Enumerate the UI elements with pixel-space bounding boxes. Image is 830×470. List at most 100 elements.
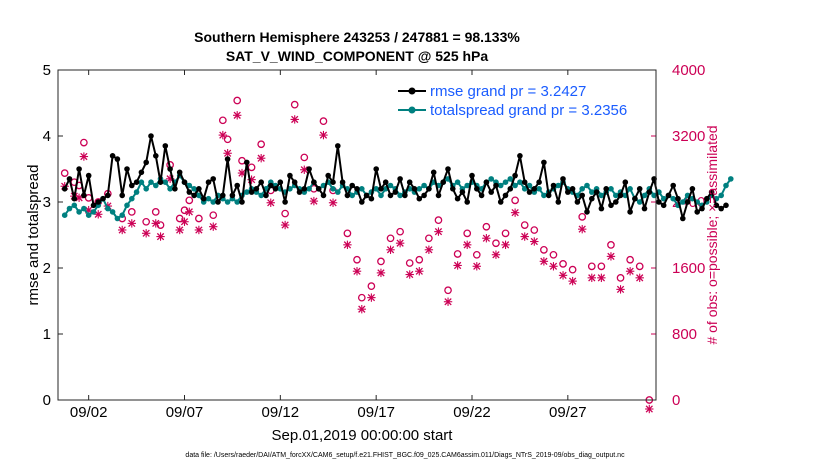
totalspread-point bbox=[129, 195, 135, 202]
rmse-series bbox=[61, 133, 729, 222]
totalspread-point bbox=[373, 186, 380, 192]
obs-possible-point bbox=[559, 260, 567, 268]
obs-possible-point bbox=[357, 293, 366, 302]
obs-assimilated-point bbox=[453, 261, 462, 270]
rmse-point bbox=[593, 189, 600, 195]
rmse-point bbox=[196, 186, 202, 192]
totalspread-point bbox=[507, 176, 514, 182]
rmse-point bbox=[636, 186, 643, 192]
rmse-point bbox=[220, 192, 226, 199]
obs-possible-point bbox=[343, 229, 352, 238]
x-tick-label: 09/12 bbox=[262, 404, 300, 421]
rmse-point bbox=[454, 195, 461, 202]
rmse-point bbox=[622, 179, 629, 185]
obs-possible-point bbox=[223, 135, 232, 144]
totalspread-point bbox=[105, 205, 111, 212]
plot-frame bbox=[57, 69, 657, 401]
obs-assimilated-point bbox=[463, 240, 472, 250]
obs-possible-point bbox=[511, 196, 519, 205]
rmse-point bbox=[181, 179, 188, 185]
obs-possible-point bbox=[290, 100, 299, 109]
rmse-point bbox=[541, 159, 547, 166]
legend: rmse grand pr = 3.2427 totalspread grand… bbox=[392, 80, 654, 122]
obs-assimilated-point bbox=[209, 222, 218, 231]
rmse-point bbox=[215, 199, 221, 205]
obs-assimilated-point bbox=[597, 273, 606, 283]
rmse-point bbox=[440, 179, 447, 185]
obs-assimilated-point bbox=[606, 252, 616, 261]
rmse-point bbox=[507, 186, 514, 192]
totalspread-point bbox=[167, 186, 173, 192]
obs-possible-point bbox=[492, 239, 500, 248]
obs-possible-point bbox=[434, 216, 443, 224]
rmse-point bbox=[488, 189, 495, 195]
obs-possible-point bbox=[453, 250, 462, 258]
legend-spread-label: totalspread grand pr = 3.2356 bbox=[430, 102, 627, 119]
totalspread-point bbox=[728, 176, 734, 182]
rmse-point bbox=[143, 159, 149, 166]
obs-assimilated-point bbox=[352, 267, 362, 276]
obs-assimilated-point bbox=[266, 198, 275, 207]
rmse-point bbox=[584, 209, 590, 215]
totalspread-point bbox=[723, 182, 729, 189]
totalspread-point bbox=[205, 195, 212, 202]
y-tick-label: 5 bbox=[43, 62, 51, 79]
totalspread-point bbox=[416, 186, 423, 192]
rmse-point bbox=[71, 195, 78, 202]
y-axis-label: rmse and totalspread bbox=[25, 165, 42, 306]
rmse-point bbox=[66, 176, 73, 182]
obs-assimilated-point bbox=[578, 224, 587, 234]
totalspread-point bbox=[536, 186, 542, 192]
rmse-point bbox=[244, 159, 250, 166]
rmse-point bbox=[670, 182, 676, 189]
rmse-point bbox=[176, 169, 183, 176]
totalspread-point bbox=[589, 189, 595, 195]
totalspread-point bbox=[555, 182, 562, 189]
rmse-point bbox=[167, 166, 173, 172]
rmse-point bbox=[421, 192, 427, 199]
rmse-point bbox=[61, 186, 68, 192]
obs-possible-point bbox=[578, 213, 587, 221]
obs-possible-point bbox=[175, 214, 184, 223]
obs-assimilated-point bbox=[343, 240, 352, 250]
rmse-point bbox=[100, 195, 106, 202]
rmse-point bbox=[157, 179, 164, 185]
totalspread-point bbox=[61, 212, 68, 218]
rmse-point bbox=[550, 182, 557, 189]
rmse-point bbox=[680, 215, 686, 222]
obs-assimilated-point bbox=[290, 115, 299, 124]
rmse-point bbox=[229, 192, 236, 199]
y2-tick-label: 0 bbox=[672, 392, 680, 409]
totalspread-point bbox=[244, 189, 250, 195]
obs-assimilated-point bbox=[280, 220, 290, 230]
totalspread-point bbox=[210, 199, 216, 205]
obs-assimilated-point bbox=[233, 111, 242, 120]
obs-possible-point bbox=[425, 234, 433, 243]
totalspread-point bbox=[526, 182, 533, 189]
totalspread-point bbox=[349, 192, 356, 199]
y-tick-label: 1 bbox=[43, 326, 51, 343]
rmse-point bbox=[603, 186, 609, 192]
rmse-point bbox=[253, 186, 260, 192]
rmse-point bbox=[287, 172, 293, 179]
totalspread-point bbox=[636, 199, 643, 205]
totalspread-point bbox=[608, 186, 614, 192]
totalspread-point bbox=[680, 199, 686, 205]
obs-possible-point bbox=[444, 286, 452, 295]
obs-possible-point bbox=[257, 140, 266, 149]
obs-assimilated-point bbox=[127, 219, 136, 228]
rmse-point bbox=[239, 199, 245, 205]
rmse-point bbox=[282, 199, 288, 205]
rmse-point bbox=[526, 189, 533, 195]
rmse-point bbox=[483, 179, 490, 185]
totalspread-point bbox=[224, 199, 231, 205]
obs-possible-point bbox=[635, 262, 644, 271]
rmse-point bbox=[531, 186, 538, 192]
totalspread-point bbox=[488, 176, 495, 182]
obs-possible-point bbox=[218, 116, 227, 125]
x-tick-label: 09/17 bbox=[357, 404, 395, 421]
obs-assimilated-point bbox=[223, 149, 232, 158]
obs-assimilated-point bbox=[180, 217, 189, 226]
obs-possible-point bbox=[377, 257, 385, 266]
